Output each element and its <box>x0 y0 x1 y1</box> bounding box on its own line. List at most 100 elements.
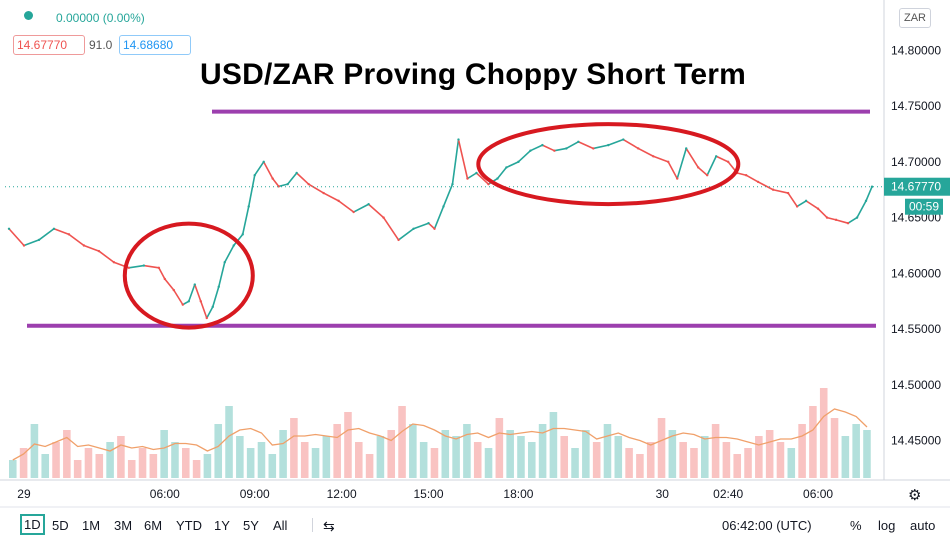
price-segment <box>856 200 867 218</box>
volume-bar <box>160 430 168 478</box>
price-segment <box>542 144 555 152</box>
price-point <box>855 216 859 219</box>
price-point <box>397 238 400 242</box>
date-range-icon[interactable]: ⇆ <box>323 518 335 534</box>
price-point <box>217 285 220 288</box>
price-segment <box>697 166 708 176</box>
price-point <box>193 283 196 286</box>
price-point <box>451 182 454 186</box>
settings-gear-icon[interactable]: ⚙ <box>908 487 922 504</box>
volume-bar <box>246 448 255 478</box>
range-all-button[interactable]: All <box>273 518 288 533</box>
volume-bar <box>657 418 666 478</box>
price-point <box>637 147 640 150</box>
volume-bar <box>52 442 60 478</box>
price-segment <box>451 139 460 185</box>
price-segment <box>706 155 717 176</box>
price-point <box>592 147 595 150</box>
volume-bar <box>787 448 796 478</box>
volume-bar <box>733 454 742 478</box>
price-segment <box>805 200 819 210</box>
range-1m-button[interactable]: 1M <box>82 518 101 533</box>
volume-bar <box>755 436 763 478</box>
price-segment <box>608 138 624 146</box>
price-segment <box>835 219 849 224</box>
volume-bar <box>646 442 655 478</box>
price-point <box>223 261 226 264</box>
price-point <box>466 177 469 180</box>
price-point <box>127 266 131 270</box>
volume-bar <box>841 436 850 478</box>
range-1d-button[interactable]: 1D <box>20 514 45 535</box>
volume-bar <box>257 442 266 478</box>
volume-bar <box>333 424 341 478</box>
clock-time[interactable]: 06:42:00 (UTC) <box>722 518 812 533</box>
auto-toggle[interactable]: auto <box>910 518 936 533</box>
volume-bar <box>614 436 623 478</box>
price-segment <box>368 203 385 219</box>
volume-bar <box>376 436 385 478</box>
price-segment <box>757 181 774 191</box>
price-point <box>307 182 310 186</box>
price-point <box>786 191 790 195</box>
price-point <box>846 221 850 225</box>
volume-bar <box>19 448 28 478</box>
volume-bar <box>452 436 460 478</box>
price-point <box>277 185 280 188</box>
price-segment <box>517 150 531 163</box>
volume-bar <box>701 436 709 478</box>
volume-bar <box>776 442 785 478</box>
price-point <box>199 300 202 303</box>
volume-bar <box>819 388 828 478</box>
price-segment <box>433 206 445 230</box>
ask-price-box[interactable]: 14.68680 <box>119 35 191 55</box>
price-segment <box>475 172 489 185</box>
volume-bar <box>495 418 504 478</box>
volume-bar <box>300 442 309 478</box>
log-toggle[interactable]: log <box>878 518 896 533</box>
price-segment <box>467 172 477 180</box>
range-6m-button[interactable]: 6M <box>144 518 163 533</box>
range-5d-button[interactable]: 5D <box>52 518 69 533</box>
volume-bar <box>549 412 558 478</box>
volume-bar <box>484 448 493 478</box>
price-point <box>322 191 325 195</box>
volume-bar <box>214 424 223 478</box>
bid-price-box[interactable]: 14.67770 <box>13 35 85 55</box>
price-segment <box>578 141 594 150</box>
price-segment <box>83 244 100 252</box>
price-segment <box>554 147 567 152</box>
volume-bar <box>463 424 471 478</box>
price-segment <box>143 264 159 269</box>
price-segment <box>685 148 699 168</box>
volume-ma-line <box>12 408 868 461</box>
volume-bar <box>722 442 731 478</box>
range-ytd-button[interactable]: YTD <box>176 518 202 533</box>
price-point <box>253 174 256 177</box>
price-point <box>172 288 176 292</box>
range-5y-button[interactable]: 5Y <box>243 518 259 533</box>
volume-bar <box>744 448 752 478</box>
volume-bar <box>355 442 363 478</box>
price-tick-label: 14.45000 <box>891 434 941 448</box>
price-segment <box>637 147 654 157</box>
price-tick-label: 14.50000 <box>891 378 941 392</box>
time-tick-label: 09:00 <box>240 487 270 501</box>
range-3m-button[interactable]: 3M <box>114 518 133 533</box>
price-point <box>756 180 760 184</box>
volume-bar <box>344 412 352 478</box>
price-segment <box>772 188 789 194</box>
price-segment <box>442 183 454 207</box>
volume-bar <box>192 460 201 478</box>
volume-bar <box>592 442 601 478</box>
range-1y-button[interactable]: 1Y <box>214 518 230 533</box>
volume-bar <box>668 430 677 478</box>
price-segment <box>847 216 858 224</box>
currency-badge[interactable]: ZAR <box>899 8 931 28</box>
percent-toggle[interactable]: % <box>850 518 862 533</box>
price-segment <box>53 228 70 236</box>
price-segment <box>457 139 469 179</box>
price-point <box>834 218 838 222</box>
price-segment <box>173 289 184 306</box>
